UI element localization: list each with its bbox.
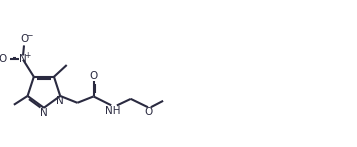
Text: +: + [25,51,31,60]
Text: N: N [56,96,64,106]
Text: −: − [26,32,32,41]
Text: O: O [0,54,6,64]
Text: O: O [144,107,152,117]
Text: O: O [90,71,98,81]
Text: O: O [20,34,29,44]
Text: NH: NH [105,106,120,116]
Text: N: N [19,54,27,64]
Text: N: N [40,108,48,118]
